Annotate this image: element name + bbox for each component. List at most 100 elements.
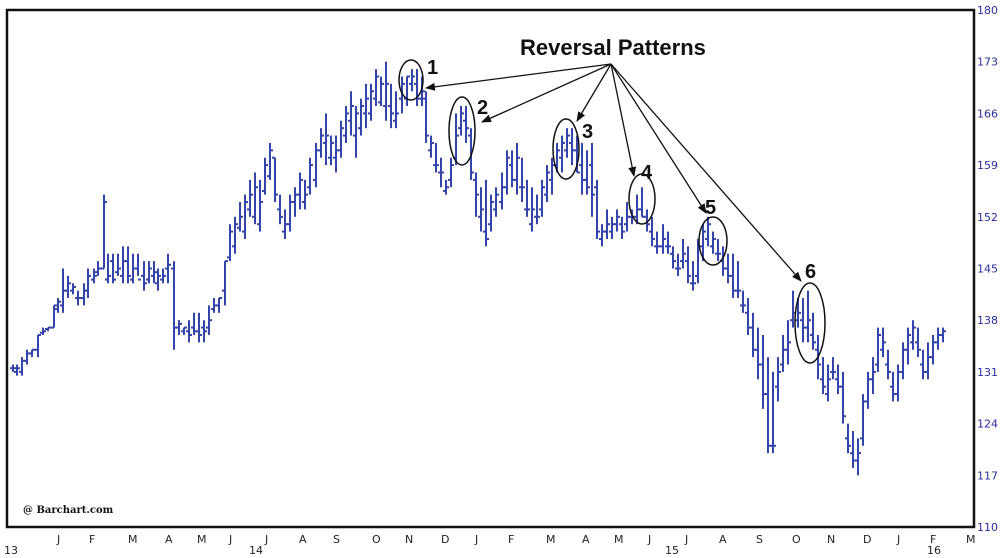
- ohlc-bar: [232, 216, 238, 254]
- x-tick-year: 16: [927, 544, 941, 557]
- x-tick-month: N: [405, 533, 413, 546]
- ohlc-bar: [619, 216, 625, 239]
- reversal-pattern-1: 1: [398, 57, 612, 101]
- ohlc-bar: [499, 172, 505, 210]
- reversal-annotations: 1 2 3 4 5 6: [398, 57, 826, 364]
- watermark: @ Barchart.com: [23, 505, 114, 516]
- ohlc-bar: [267, 142, 273, 180]
- arrow-icon: [481, 63, 612, 123]
- ohlc-bar: [287, 194, 293, 232]
- ohlc-bar: [473, 172, 479, 217]
- ohlc-bar: [685, 246, 691, 284]
- x-tick-year: 15: [665, 544, 679, 557]
- ohlc-bar: [399, 76, 405, 114]
- ohlc-bar: [690, 261, 696, 291]
- ohlc-bar: [101, 194, 107, 270]
- ohlc-bar: [740, 290, 746, 313]
- x-tick-month: M: [128, 533, 138, 546]
- x-tick-month: F: [508, 533, 514, 546]
- ohlc-bar: [935, 327, 941, 350]
- ohlc-bar: [483, 179, 489, 247]
- x-tick-month: J: [264, 533, 268, 546]
- x-tick-month: A: [299, 533, 307, 546]
- ohlc-bar: [584, 150, 590, 195]
- x-tick-month: J: [896, 533, 900, 546]
- ohlc-bar: [524, 179, 530, 217]
- ohlc-bar: [478, 187, 484, 232]
- ohlc-bar: [75, 290, 81, 306]
- x-tick-month: O: [792, 533, 801, 546]
- ohlc-bar: [201, 320, 207, 343]
- ohlc-bar: [125, 246, 131, 284]
- x-tick-month: J: [647, 533, 651, 546]
- ohlc-bar: [353, 106, 359, 158]
- plot-frame: [5, 8, 976, 529]
- ohlc-bar: [835, 364, 841, 395]
- ohlc-bar: [660, 224, 666, 254]
- y-tick-label: 117: [977, 469, 998, 482]
- x-tick-month: A: [582, 533, 590, 546]
- x-tick-month: J: [228, 533, 232, 546]
- ohlc-bar: [870, 357, 876, 395]
- ohlc-bar: [206, 305, 212, 335]
- ohlc-bar: [146, 261, 152, 284]
- ohlc-bar: [830, 357, 836, 380]
- ohlc-bar: [409, 69, 415, 92]
- reversal-pattern-4: 4: [610, 63, 656, 225]
- x-tick-month: S: [756, 533, 763, 546]
- y-tick-label: 131: [977, 366, 998, 379]
- ohlc-bar: [373, 69, 379, 107]
- ohlc-bar: [186, 320, 192, 343]
- ohlc-bar: [393, 91, 399, 129]
- arrow-icon: [425, 63, 612, 91]
- ohlc-bar: [110, 253, 116, 284]
- ohlc-bar: [589, 142, 595, 217]
- ohlc-bar: [825, 364, 831, 402]
- ohlc-bar: [65, 275, 71, 299]
- x-axis-ticks: J F M A M J J A S O N D J F M A M J J A S O N D J F M 13 14 15 16: [4, 533, 976, 557]
- ohlc-bar: [70, 283, 76, 295]
- x-tick-month: J: [684, 533, 688, 546]
- ohlc-bar: [579, 142, 585, 195]
- ohlc-bar: [55, 298, 61, 313]
- x-tick-month: M: [614, 533, 624, 546]
- ohlc-bar: [599, 224, 605, 247]
- ohlc-bar: [509, 150, 515, 188]
- x-tick-month: M: [966, 533, 976, 546]
- arrow-icon: [610, 63, 707, 214]
- ohlc-bar: [925, 342, 931, 380]
- ohlc-bar: [10, 364, 16, 372]
- highlight-ellipse: [698, 216, 728, 266]
- ohlc-bar: [665, 231, 671, 254]
- ohlc-bar: [564, 128, 570, 158]
- x-tick-month: F: [930, 533, 936, 546]
- pattern-number: 1: [427, 57, 438, 79]
- ohlc-bar: [755, 327, 761, 380]
- highlight-ellipse: [794, 282, 826, 364]
- ohlc-bar: [745, 298, 751, 335]
- y-tick-label: 180: [977, 4, 998, 17]
- x-tick-year: 13: [4, 544, 18, 557]
- ohlc-bar: [115, 253, 121, 276]
- ohlc-bar: [29, 348, 35, 358]
- ohlc-bar: [875, 327, 881, 372]
- ohlc-bar: [920, 349, 926, 380]
- ohlc-bar: [181, 326, 187, 335]
- ohlc-bar: [363, 83, 369, 129]
- ohlc-bar: [504, 150, 510, 195]
- x-tick-month: M: [197, 533, 207, 546]
- y-tick-label: 124: [977, 418, 998, 431]
- y-axis-ticks: 180 173 166 159 152 145 138 131 124 117 110: [977, 4, 998, 534]
- ohlc-bar: [262, 157, 268, 195]
- ohlc-bar: [388, 83, 394, 129]
- x-tick-month: J: [474, 533, 478, 546]
- highlight-ellipse: [628, 173, 656, 225]
- y-tick-label: 152: [977, 211, 998, 224]
- ohlc-bar: [176, 320, 182, 335]
- ohlc-bar: [770, 371, 776, 454]
- ohlc-bar: [514, 142, 520, 195]
- ohlc-bar: [700, 224, 706, 262]
- ohlc-bar: [302, 179, 308, 210]
- arrow-icon: [610, 63, 802, 282]
- reversal-pattern-6: 6: [610, 63, 826, 364]
